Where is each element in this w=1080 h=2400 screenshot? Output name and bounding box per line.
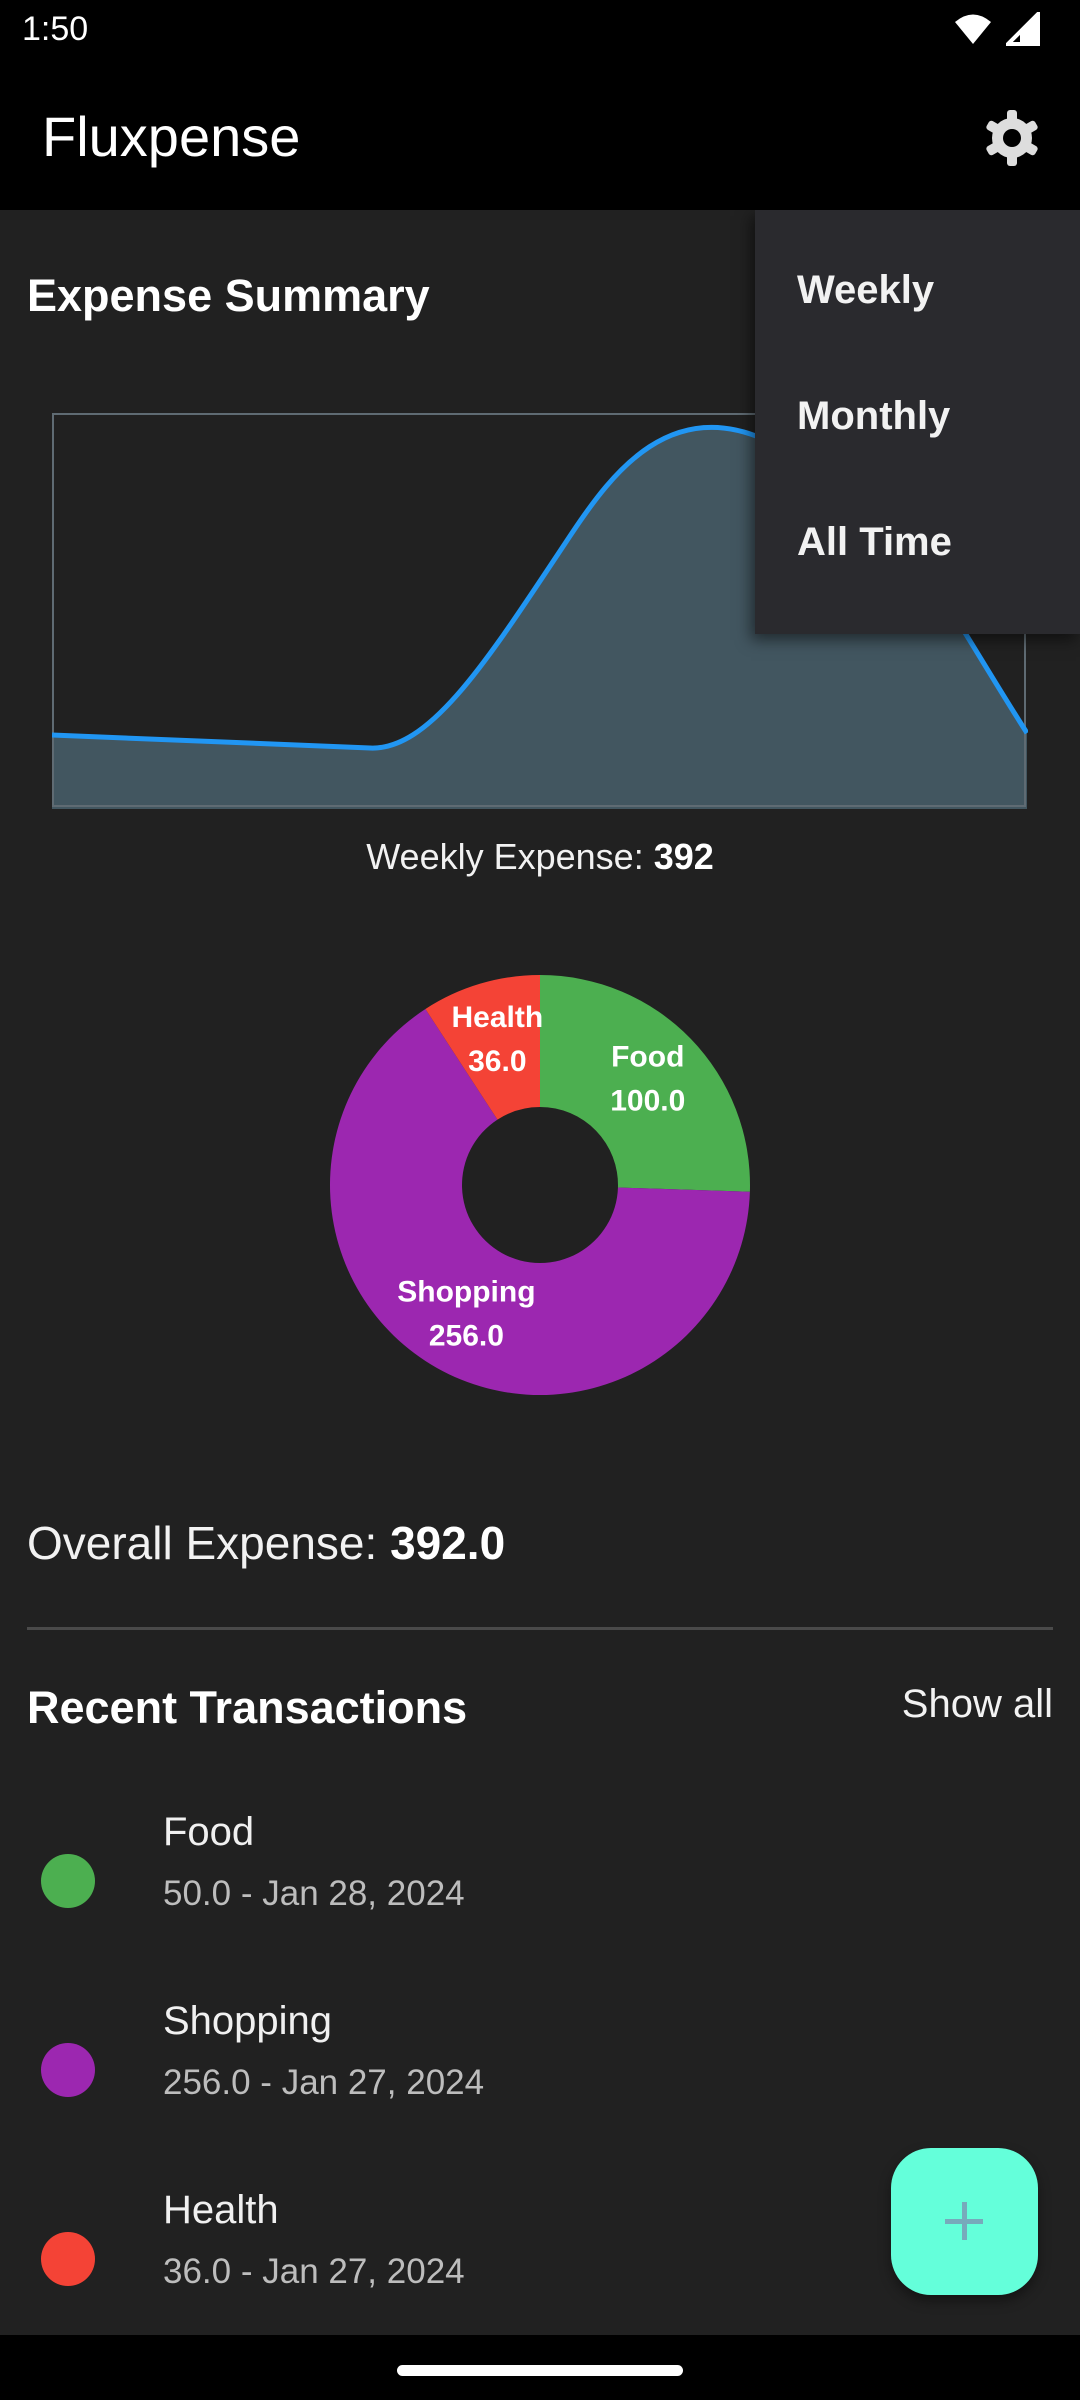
pie-slice-food (540, 975, 750, 1192)
plus-icon (962, 2202, 967, 2240)
wifi-icon (955, 14, 991, 44)
divider (27, 1627, 1053, 1630)
pie-slice-health (425, 975, 540, 1120)
pie-value-food: 100.0 (610, 1085, 685, 1118)
category-donut-chart: Food 100.0 Shopping 256.0 Health 36.0 (330, 975, 750, 1395)
menu-item-weekly[interactable]: Weekly (797, 268, 935, 312)
category-color-dot (41, 2043, 95, 2097)
transaction-amount-date: 256.0 - Jan 27, 2024 (163, 2063, 485, 2102)
overall-expense: Overall Expense: 392.0 (27, 1516, 505, 1570)
menu-item-monthly[interactable]: Monthly (797, 394, 951, 438)
transaction-category: Health (163, 2188, 279, 2232)
pie-label-shopping: Shopping (397, 1276, 535, 1309)
weekly-expense-label: Weekly Expense: 392 (0, 836, 1080, 878)
pie-label-food: Food (611, 1041, 684, 1074)
status-time: 1:50 (22, 10, 89, 48)
transaction-row[interactable]: Food 50.0 - Jan 28, 2024 (0, 1810, 1080, 1970)
pie-slice-shopping (330, 1009, 750, 1395)
pie-label-health: Health (451, 1001, 543, 1034)
weekly-expense-value: 392 (653, 836, 714, 877)
overall-expense-value: 392.0 (390, 1517, 506, 1569)
expense-summary-title: Expense Summary (27, 270, 430, 321)
category-color-dot (41, 1854, 95, 1908)
pie-value-shopping: 256.0 (429, 1320, 504, 1353)
period-dropdown-menu: Weekly Monthly All Time (755, 210, 1080, 634)
transaction-amount-date: 36.0 - Jan 27, 2024 (163, 2252, 465, 2291)
category-color-dot (41, 2232, 95, 2286)
status-bar: 1:50 (0, 0, 1080, 66)
overall-expense-text: Overall Expense: (27, 1517, 391, 1569)
navigation-bar (0, 2335, 1080, 2400)
app-title: Fluxpense (42, 105, 301, 168)
show-all-link[interactable]: Show all (901, 1682, 1053, 1726)
transaction-category: Shopping (163, 1999, 333, 2043)
transaction-row[interactable]: Health 36.0 - Jan 27, 2024 (0, 2188, 1080, 2348)
signal-icon (1006, 12, 1040, 46)
recent-transactions-title: Recent Transactions (27, 1682, 468, 1733)
transaction-row[interactable]: Shopping 256.0 - Jan 27, 2024 (0, 1999, 1080, 2159)
menu-item-all-time[interactable]: All Time (797, 520, 952, 564)
status-icons (954, 12, 1040, 46)
transaction-category: Food (163, 1810, 255, 1854)
app-bar: Fluxpense (0, 66, 1080, 210)
weekly-expense-text: Weekly Expense: (366, 836, 654, 877)
add-transaction-button[interactable] (891, 2148, 1038, 2295)
gear-icon[interactable] (980, 106, 1044, 170)
transaction-amount-date: 50.0 - Jan 28, 2024 (163, 1874, 465, 1913)
pie-value-health: 36.0 (468, 1045, 526, 1078)
home-gesture-handle[interactable] (397, 2365, 683, 2376)
